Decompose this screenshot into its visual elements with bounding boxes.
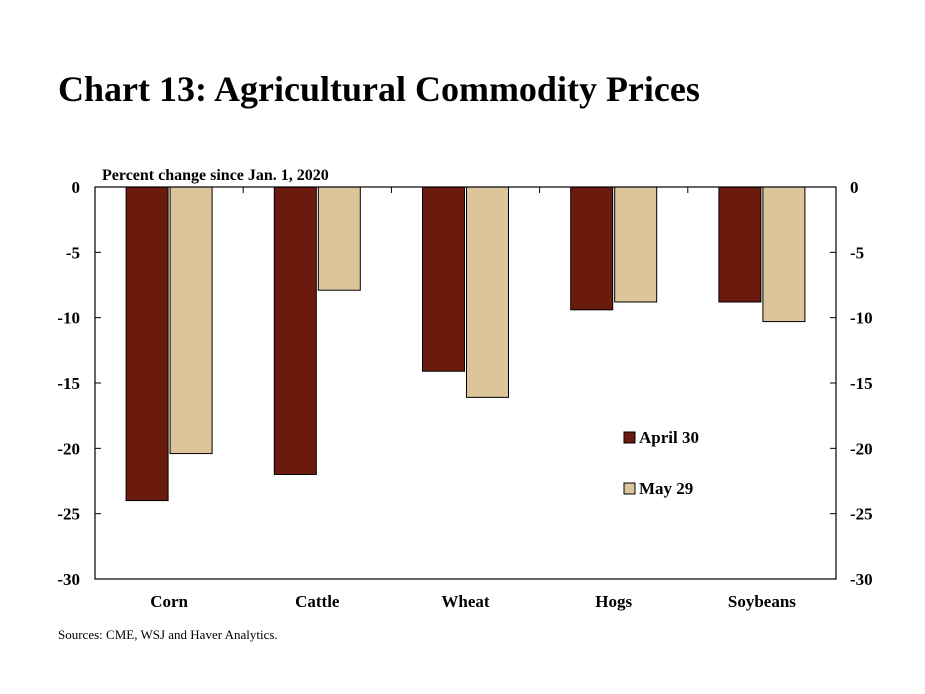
x-tick-label: Hogs [595, 592, 632, 611]
y-axis-label: Percent change since Jan. 1, 2020 [102, 167, 329, 184]
bar-hogs-april-30 [570, 186, 614, 311]
y-tick-label-left: 0 [72, 178, 81, 197]
y-tick-label-right: -25 [850, 505, 873, 524]
bar-layer [125, 186, 806, 502]
bar-soybeans-may-29 [762, 186, 806, 323]
y-tick-label-right: -20 [850, 439, 873, 458]
x-tick-label: Corn [150, 592, 188, 611]
bar-corn-may-29 [169, 186, 213, 455]
y-tick-label-right: -30 [850, 570, 873, 589]
legend-label: May 29 [639, 479, 693, 498]
chart-title: Chart 13: Agricultural Commodity Prices [58, 69, 700, 109]
bar-cattle-may-29 [317, 186, 361, 291]
y-tick-label-left: -5 [66, 243, 80, 262]
y-tick-label-left: -30 [57, 570, 80, 589]
x-tick-label: Cattle [295, 592, 340, 611]
bar-hogs-may-29 [614, 186, 658, 303]
legend-label: April 30 [639, 428, 699, 447]
y-tick-label-left: -10 [57, 309, 80, 328]
legend-swatch [623, 482, 636, 495]
y-tick-label-left: -25 [57, 505, 80, 524]
x-tick-label: Soybeans [728, 592, 796, 611]
source-note: Sources: CME, WSJ and Haver Analytics. [58, 627, 278, 642]
legend-swatch [623, 431, 636, 444]
y-tick-label-right: -10 [850, 309, 873, 328]
y-tick-label-right: 0 [850, 178, 859, 197]
bar-cattle-april-30 [273, 186, 317, 475]
bar-soybeans-april-30 [718, 186, 762, 303]
bar-corn-april-30 [125, 186, 169, 502]
legend: April 30 May 29 [623, 428, 699, 498]
y-tick-label-right: -15 [850, 374, 873, 393]
y-tick-label-right: -5 [850, 243, 864, 262]
bar-wheat-may-29 [466, 186, 509, 398]
y-tick-label-left: -15 [57, 374, 80, 393]
tick-layer: Corn Cattle Wheat Hogs Soybeans 0 0 -5 -5 -10 -10 -… [57, 178, 872, 611]
bar-wheat-april-30 [422, 186, 465, 372]
x-tick-label: Wheat [441, 592, 490, 611]
y-tick-label-left: -20 [57, 439, 80, 458]
